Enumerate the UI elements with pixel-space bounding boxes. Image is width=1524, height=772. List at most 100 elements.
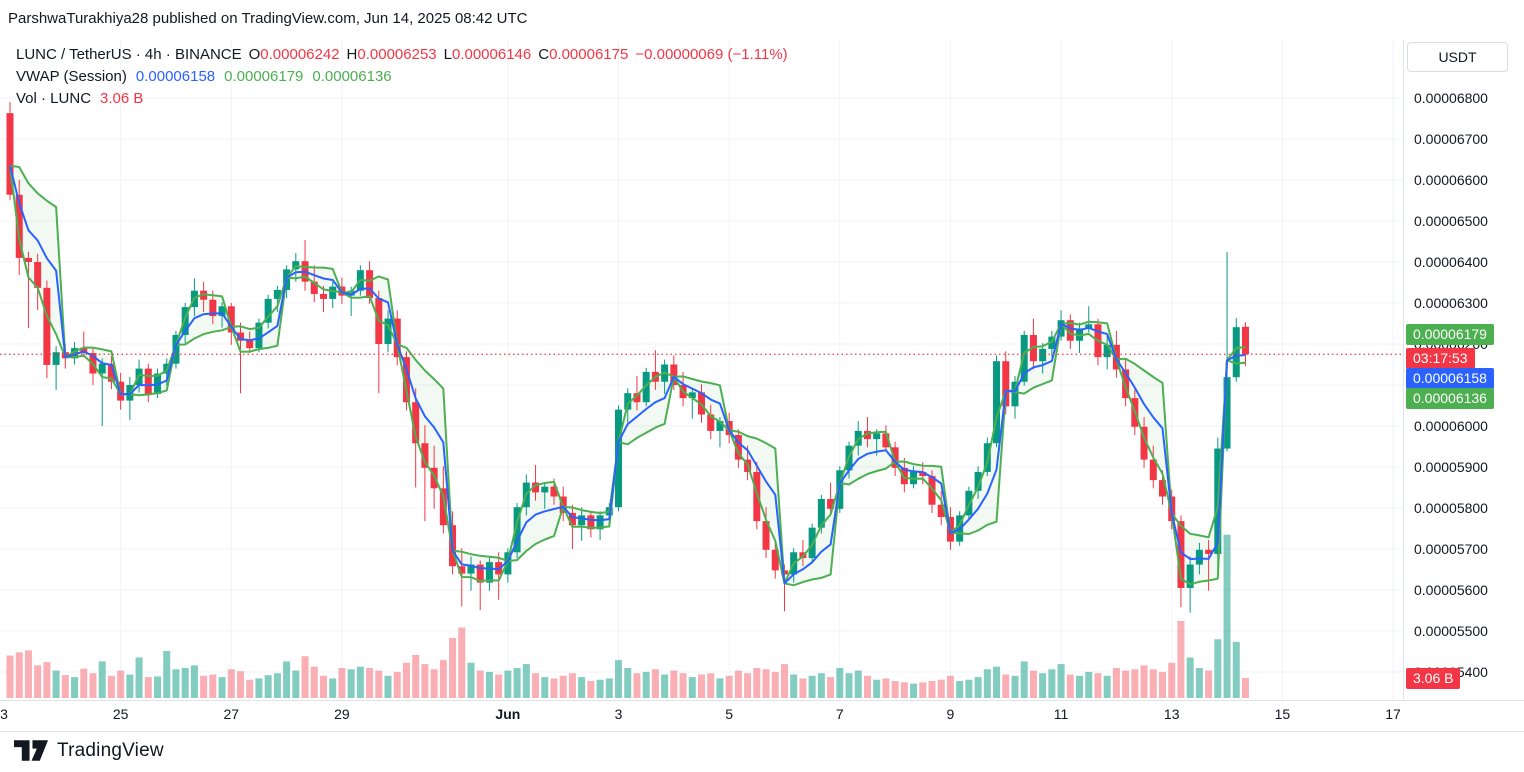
volume-bar <box>541 677 549 698</box>
volume-bar <box>310 666 318 698</box>
volume-bar <box>15 652 23 698</box>
vwap-lower-value: 0.00006136 <box>312 68 392 85</box>
candle-body <box>1002 361 1010 407</box>
volume-bar <box>1057 664 1065 698</box>
volume-bar <box>568 673 576 698</box>
volume-bar <box>200 675 208 698</box>
time-tick: 3 <box>0 706 8 722</box>
candle-body <box>209 299 217 317</box>
candle-body <box>550 486 558 497</box>
volume-bar <box>154 676 162 698</box>
volume-bar <box>356 666 364 698</box>
volume-bar <box>1122 670 1130 698</box>
volume-bar <box>983 669 991 698</box>
volume-bar <box>1011 675 1019 698</box>
volume-bar <box>1159 671 1166 698</box>
volume-bar <box>993 666 1001 698</box>
volume-bar <box>928 681 936 698</box>
volume-bar <box>24 650 32 698</box>
volume-bar <box>854 670 862 698</box>
tradingview-brand[interactable]: TradingView <box>14 740 164 762</box>
volume-bar <box>974 677 982 698</box>
volume-bar <box>107 675 115 698</box>
time-tick: 7 <box>835 706 844 722</box>
volume-bar <box>1029 670 1037 698</box>
price-tick: 0.00005500 <box>1414 623 1488 639</box>
volume-bar <box>1195 667 1203 698</box>
candle-body <box>1011 381 1019 407</box>
currency-toggle-button[interactable]: USDT <box>1407 42 1508 72</box>
volume-bar <box>734 670 742 698</box>
volume-bar <box>80 668 88 698</box>
axis-separator <box>1403 40 1404 731</box>
volume-bar <box>292 670 300 698</box>
price-chart[interactable] <box>0 40 1404 700</box>
time-tick: 17 <box>1385 706 1401 722</box>
volume-bar <box>264 675 272 698</box>
volume-bar <box>61 675 69 698</box>
volume-bar <box>89 673 97 698</box>
volume-bar <box>1177 620 1185 698</box>
volume-bar <box>255 678 263 698</box>
price-axis[interactable]: USDT 0.00006800 0.00006700 0.00006600 0.000… <box>1404 40 1524 700</box>
candle-body <box>264 298 272 323</box>
volume-label: 3.06 B <box>1406 667 1461 689</box>
volume-bar <box>873 679 881 698</box>
candle-body <box>1159 480 1166 497</box>
volume-bar <box>412 654 420 698</box>
vwap-upper-value: 0.00006179 <box>224 68 304 85</box>
price-tick: 0.00006400 <box>1414 254 1488 270</box>
volume-bar <box>587 681 595 698</box>
time-tick: 15 <box>1274 706 1291 722</box>
volume-bar <box>1232 641 1240 698</box>
volume-bar <box>605 678 613 698</box>
candle-body <box>1066 320 1074 341</box>
candle-body <box>937 504 945 518</box>
volume-bar <box>808 675 816 698</box>
volume-bar <box>338 667 346 698</box>
price-tick: 0.00005900 <box>1414 459 1488 475</box>
time-tick: 13 <box>1163 706 1180 722</box>
time-axis[interactable]: 3 25 27 29 Jun 3 5 7 9 11 13 15 17 <box>0 700 1524 731</box>
candle-body <box>633 393 641 403</box>
volume-bar <box>117 670 125 698</box>
price-tick: 0.00005700 <box>1414 541 1488 557</box>
candle-body <box>993 361 1001 444</box>
candle-body <box>402 357 410 403</box>
candle-body <box>716 421 724 431</box>
price-tick: 0.00006700 <box>1414 131 1488 147</box>
time-tick: 9 <box>946 706 955 722</box>
vwap-title: VWAP (Session) <box>16 68 127 85</box>
volume-bar <box>476 670 484 698</box>
volume-bar <box>98 661 106 698</box>
divider-time-axis <box>0 700 1524 701</box>
volume-bar <box>319 675 327 698</box>
candle-body <box>273 289 281 299</box>
symbol-title: LUNC / TetherUS · 4h · BINANCE <box>16 46 242 63</box>
candle-body <box>1205 549 1213 554</box>
volume-bar <box>578 677 586 698</box>
legend-vwap-row: VWAP (Session) 0.00006158 0.00006179 0.0000… <box>16 66 788 88</box>
candle-body <box>688 392 696 399</box>
volume-bar <box>43 662 51 698</box>
candle-body <box>753 471 761 522</box>
volume-bar <box>910 683 918 698</box>
volume-bar <box>900 682 908 698</box>
volume-bar <box>1103 675 1111 698</box>
candle-body <box>734 435 742 460</box>
time-tick: Jun <box>495 706 521 722</box>
volume-bar <box>246 679 254 698</box>
volume-bar <box>596 679 604 698</box>
volume-bar <box>965 679 973 698</box>
candle-body <box>1149 459 1157 481</box>
volume-bar <box>347 669 355 698</box>
candle-body <box>587 515 595 530</box>
ohlc-high: H0.00006253 <box>346 46 437 63</box>
candlestick-chart[interactable] <box>0 40 1404 700</box>
candle-body <box>6 113 14 195</box>
volume-bar <box>1039 673 1047 698</box>
candle-body <box>532 482 540 493</box>
volume-bar <box>698 674 705 698</box>
candle-body <box>1048 336 1056 349</box>
vwap-lower-band-line <box>9 165 1246 587</box>
